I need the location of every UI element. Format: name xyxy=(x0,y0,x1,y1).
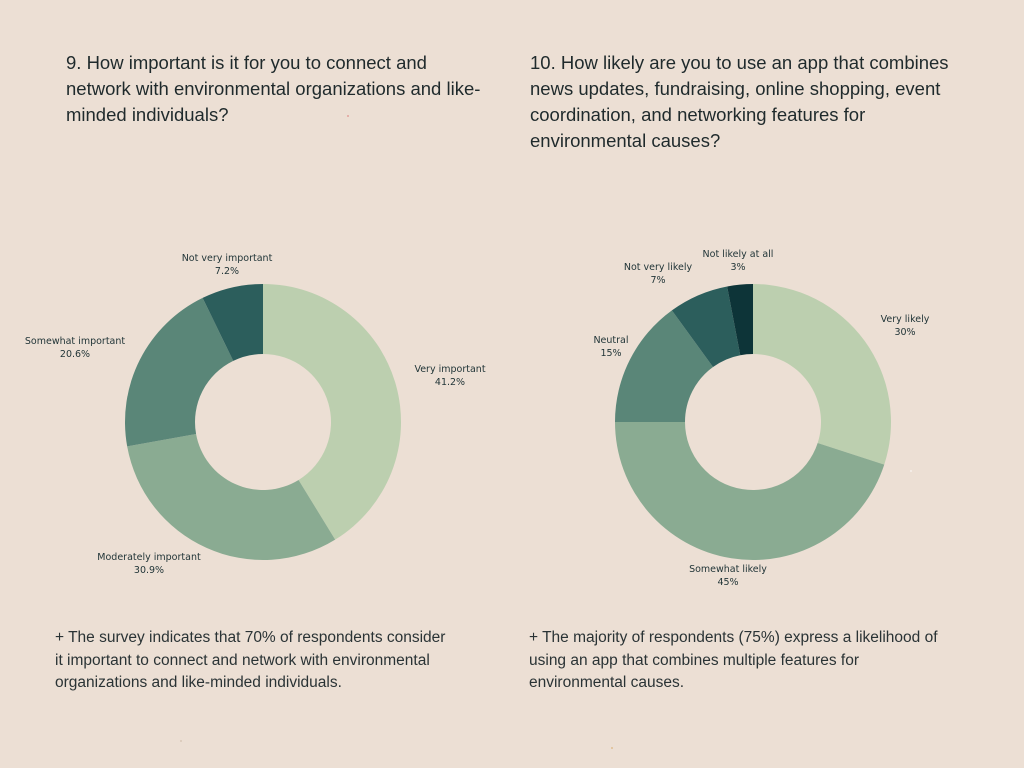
speck xyxy=(611,747,613,749)
slice-very-likely xyxy=(753,284,891,465)
slice-label-not-likely-at-all: Not likely at all xyxy=(703,249,774,260)
slice-value-not-likely-at-all: 3% xyxy=(730,262,745,273)
speck xyxy=(180,740,182,742)
slice-value-very-likely: 30% xyxy=(894,327,915,338)
slice-label-neutral: Neutral xyxy=(593,335,628,346)
slice-label-very-important: Very important xyxy=(414,364,485,375)
slice-not-likely-at-all xyxy=(727,284,753,356)
donut-chart-question-9: Very important 41.2% Moderately important 3… xyxy=(25,253,486,576)
slice-not-very-likely xyxy=(671,286,741,367)
slice-label-somewhat-likely: Somewhat likely xyxy=(689,564,767,575)
slice-value-moderately-important: 30.9% xyxy=(134,565,164,576)
slice-somewhat-important xyxy=(124,297,234,447)
question-10-summary: + The majority of respondents (75%) expr… xyxy=(529,629,938,691)
slice-label-very-likely: Very likely xyxy=(881,314,930,325)
slice-label-not-very-likely: Not very likely xyxy=(624,262,693,273)
slice-not-very-important xyxy=(202,284,263,361)
slice-value-somewhat-important: 20.6% xyxy=(60,349,90,360)
question-9-title: 9. How important is it for you to connec… xyxy=(66,52,481,125)
slice-value-neutral: 15% xyxy=(600,348,621,359)
question-9-summary: + The survey indicates that 70% of respo… xyxy=(55,629,446,691)
slice-neutral xyxy=(615,310,714,422)
slice-label-somewhat-important: Somewhat important xyxy=(25,336,126,347)
slice-value-not-very-likely: 7% xyxy=(650,275,665,286)
slice-value-not-very-important: 7.2% xyxy=(215,266,239,277)
slice-value-very-important: 41.2% xyxy=(435,377,465,388)
speck xyxy=(347,115,349,117)
speck xyxy=(910,470,912,472)
slice-somewhat-likely xyxy=(615,422,885,560)
question-10-title: 10. How likely are you to use an app tha… xyxy=(530,52,949,151)
slice-moderately-important xyxy=(127,434,336,561)
slice-label-moderately-important: Moderately important xyxy=(97,552,201,563)
slice-very-important xyxy=(263,284,402,540)
donut-chart-question-10: Very likely 30% Somewhat likely 45% Neutral 1… xyxy=(593,249,929,588)
slice-label-not-very-important: Not very important xyxy=(182,253,273,264)
slice-value-somewhat-likely: 45% xyxy=(717,577,738,588)
